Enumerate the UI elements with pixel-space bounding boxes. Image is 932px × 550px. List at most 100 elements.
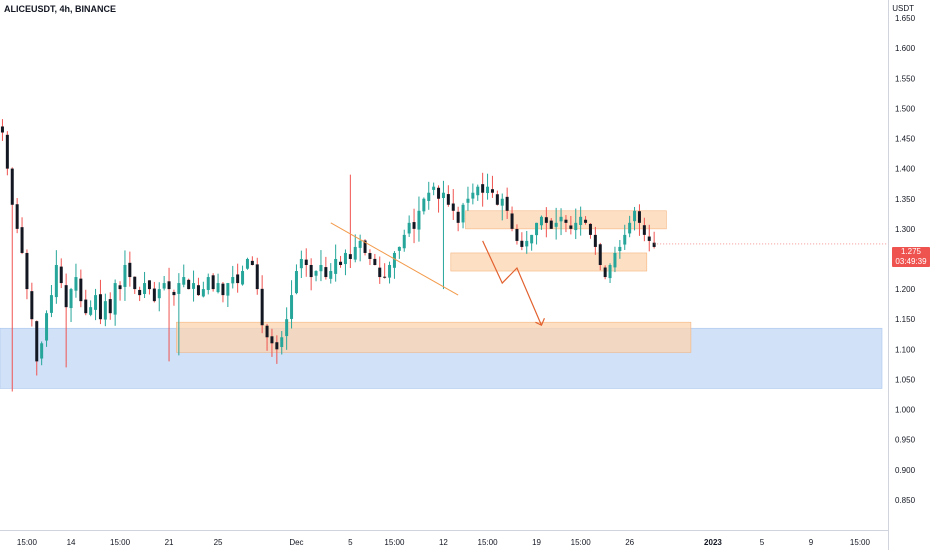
candle-body [461, 204, 465, 223]
candle-body [608, 265, 612, 279]
candle-body [329, 271, 333, 279]
candle-body [89, 307, 93, 315]
candle-body [319, 265, 323, 272]
candle-body [348, 254, 352, 259]
candle-body [118, 285, 122, 290]
candle-body [363, 240, 367, 253]
candle-body [432, 186, 436, 190]
y-tick-label: 1.450 [895, 135, 916, 144]
candle-body [456, 211, 460, 223]
candle-body [152, 288, 156, 302]
candle-body [505, 196, 509, 211]
candle-body [525, 240, 529, 247]
price-unit-label: USDT [892, 4, 914, 13]
candle-body [167, 281, 171, 290]
candle-body [559, 216, 563, 222]
candle-body [265, 325, 269, 338]
candle-body [49, 295, 53, 313]
candle-body [113, 283, 117, 315]
candle-body [54, 265, 58, 298]
x-tick-label: 9 [809, 538, 814, 547]
candle-body [226, 283, 230, 296]
y-tick-label: 1.000 [895, 406, 916, 415]
y-tick-label: 1.500 [895, 104, 916, 113]
candle-body [554, 222, 558, 227]
candle-body [574, 222, 578, 231]
candle-body [79, 278, 83, 302]
candle-body [378, 267, 382, 278]
candle-body [510, 213, 514, 229]
candle-body [539, 216, 543, 226]
candle-body [642, 225, 646, 235]
candle-body [598, 244, 602, 265]
candle-body [466, 198, 470, 203]
candle-body [579, 216, 583, 225]
candle-body [544, 217, 548, 223]
candle-body [486, 186, 490, 194]
candle-body [74, 277, 78, 291]
candle-body [206, 277, 210, 290]
candle-body [584, 219, 588, 223]
candle-body [0, 126, 4, 133]
countdown-timer: 03:49:39 [895, 257, 927, 266]
y-tick-label: 1.400 [895, 165, 916, 174]
candle-body [388, 265, 392, 278]
x-tick-label: 15:00 [571, 538, 592, 547]
candle-body [138, 289, 142, 296]
x-tick-label: 15:00 [384, 538, 405, 547]
candle-body [358, 240, 362, 248]
candle-body [245, 258, 249, 269]
candle-body [59, 266, 63, 284]
candle-body [490, 189, 494, 193]
projection-arrow [482, 240, 543, 326]
candle-body [633, 210, 637, 222]
candle-body [35, 321, 39, 362]
candle-body [108, 299, 112, 314]
candle-body [201, 289, 205, 297]
last-price-tag: 1.275 03:49:39 [892, 247, 930, 267]
candle-body [40, 343, 44, 359]
x-tick-label: 15:00 [478, 538, 499, 547]
candle-body [147, 280, 151, 290]
candle-body [368, 253, 372, 259]
candle-body [216, 283, 220, 293]
x-tick-label: 15:00 [850, 538, 871, 547]
candle-body [588, 223, 592, 235]
candle-body [157, 289, 161, 299]
candle-body [569, 225, 573, 229]
candle-body [402, 234, 406, 249]
candle-body [15, 204, 19, 229]
candle-body [481, 184, 485, 193]
candle-body [520, 240, 524, 247]
candle-body [133, 276, 137, 290]
candle-body [422, 198, 426, 212]
y-tick-label: 1.600 [895, 44, 916, 53]
projection-arrowhead [535, 317, 546, 327]
candle-body [299, 258, 303, 269]
candle-body [10, 168, 14, 205]
candle-body [441, 192, 445, 199]
x-tick-label: 26 [625, 538, 634, 547]
candle-body [69, 289, 73, 309]
y-tick-label: 0.850 [895, 496, 916, 505]
y-tick-label: 1.300 [895, 225, 916, 234]
candle-body [451, 203, 455, 211]
candle-body [260, 288, 264, 326]
symbol-title[interactable]: ALICEUSDT, 4h, BINANCE [4, 4, 117, 14]
orange-zone-2 [450, 252, 648, 272]
y-tick-label: 1.050 [895, 375, 916, 384]
candle-body [211, 275, 215, 290]
candle-body [500, 198, 504, 206]
y-tick-label: 0.900 [895, 466, 916, 475]
candle-body [294, 271, 298, 294]
x-tick-label: 15:00 [17, 538, 38, 547]
candle-body [324, 267, 328, 278]
x-tick-label: 19 [532, 538, 541, 547]
candle-body [162, 283, 166, 289]
candle-body [275, 342, 279, 350]
x-tick-label: 12 [439, 538, 448, 547]
candle-body [530, 234, 534, 244]
x-tick-label: 2023 [704, 538, 722, 547]
x-tick-label: 5 [348, 538, 353, 547]
